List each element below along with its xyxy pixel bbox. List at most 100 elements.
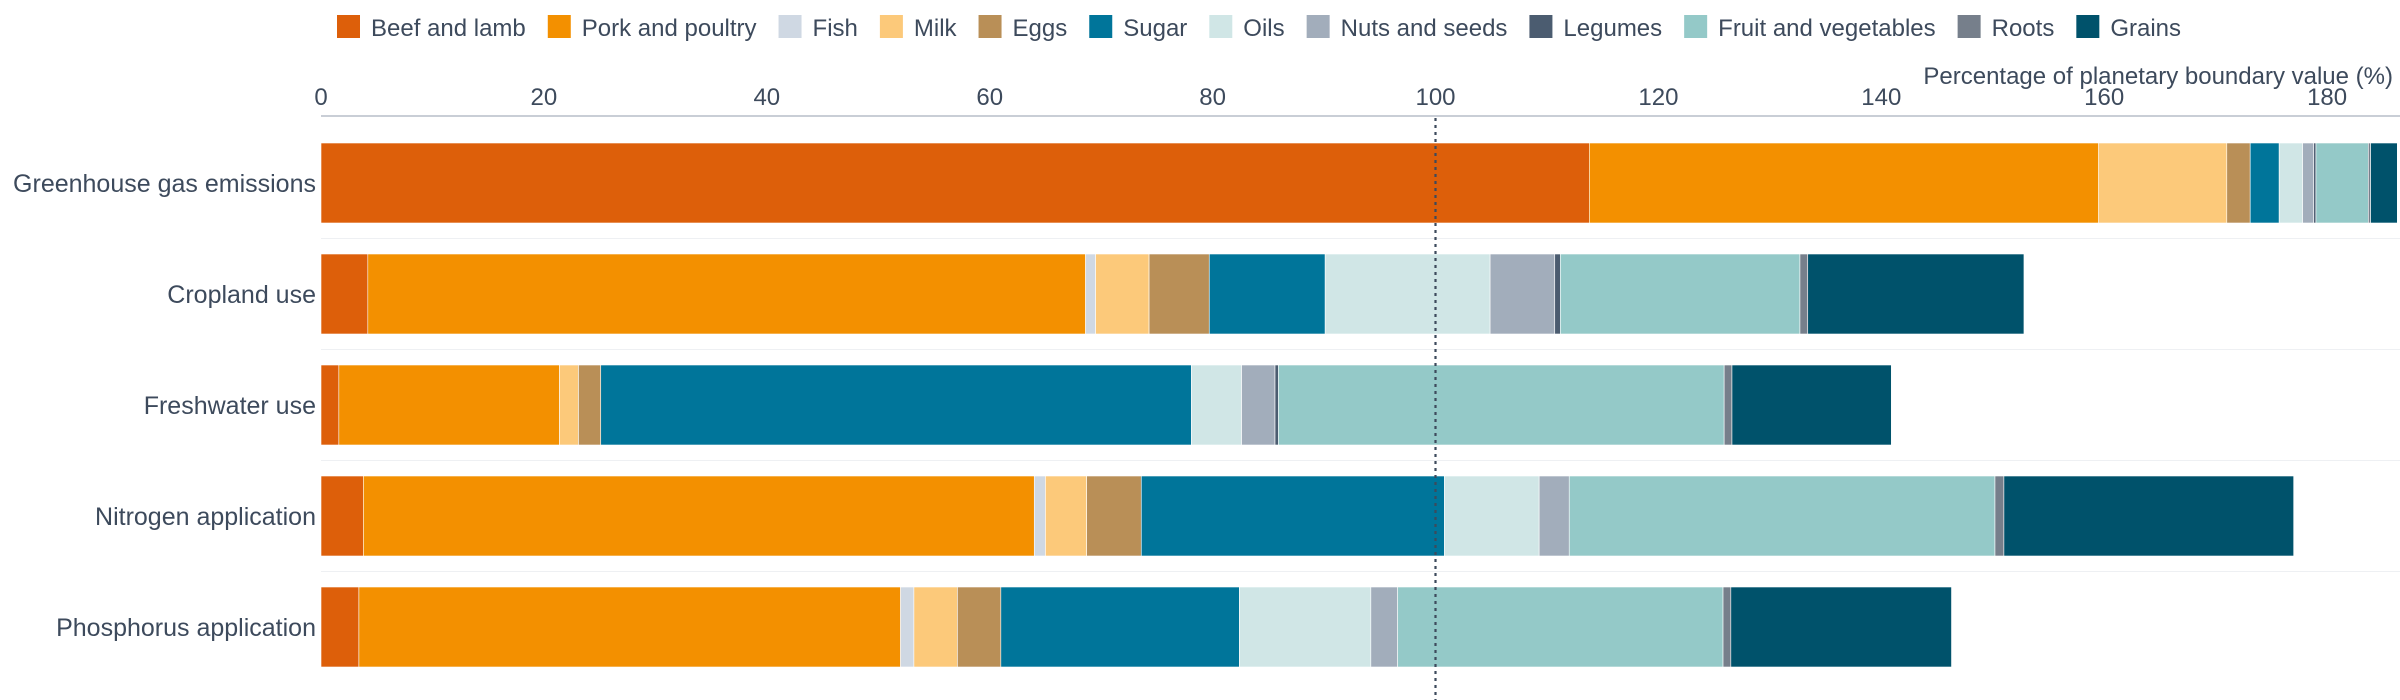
legend-swatch-milk <box>879 15 903 38</box>
bar-segment-greenhouse-gas-emissions-eggs <box>2226 142 2251 224</box>
bar-row-freshwater-use <box>320 364 1892 446</box>
bar-segment-greenhouse-gas-emissions-fruit-and-vegetables <box>2315 142 2369 224</box>
bar-segment-freshwater-use-grains <box>1731 364 1892 446</box>
x-tick-label-120: 120 <box>1638 84 1678 111</box>
bar-segment-nitrogen-application-fish <box>1033 475 1046 557</box>
bar-segment-phosphorus-application-fish <box>900 586 915 668</box>
bar-row-cropland-use <box>320 253 2025 335</box>
legend-label-nuts-and-seeds: Nuts and seeds <box>1341 15 1508 42</box>
legend-swatch-pork-and-poultry <box>547 15 571 38</box>
bar-segment-freshwater-use-beef-and-lamb <box>320 364 340 446</box>
bar-segment-cropland-use-grains <box>1807 253 2025 335</box>
bar-segment-nitrogen-application-nuts-and-seeds <box>1538 475 1570 557</box>
bar-segment-greenhouse-gas-emissions-pork-and-poultry <box>1589 142 2099 224</box>
bar-segment-phosphorus-application-fruit-and-vegetables <box>1397 586 1724 668</box>
bar-segment-greenhouse-gas-emissions-grains <box>2370 142 2398 224</box>
bar-segment-cropland-use-legumes <box>1554 253 1561 335</box>
bar-segment-nitrogen-application-pork-and-poultry <box>363 475 1035 557</box>
x-tick-label-80: 80 <box>1199 84 1226 111</box>
bar-segment-cropland-use-roots <box>1799 253 1809 335</box>
legend-item-legumes: Legumes <box>1529 15 1662 42</box>
bar-segment-nitrogen-application-eggs <box>1086 475 1142 557</box>
bar-segment-freshwater-use-oils <box>1191 364 1242 446</box>
category-labels: Greenhouse gas emissions Cropland use Fres… <box>13 170 316 642</box>
legend: Beef and lamb Pork and poultry Fish Milk Egg… <box>337 15 2181 42</box>
legend-item-eggs: Eggs <box>978 15 1067 42</box>
x-tick-label-40: 40 <box>753 84 780 111</box>
x-tick-label-20: 20 <box>531 84 558 111</box>
category-label-freshwater-use: Freshwater use <box>144 392 316 420</box>
bar-segment-phosphorus-application-beef-and-lamb <box>320 586 360 668</box>
legend-item-milk: Milk <box>879 15 958 42</box>
legend-label-grains: Grains <box>2110 15 2181 42</box>
legend-swatch-roots <box>1957 15 1981 38</box>
bar-segment-greenhouse-gas-emissions-sugar <box>2249 142 2280 224</box>
x-tick-label-60: 60 <box>976 84 1003 111</box>
legend-label-legumes: Legumes <box>1563 15 1662 42</box>
bar-segment-freshwater-use-fruit-and-vegetables <box>1278 364 1725 446</box>
bar-segment-phosphorus-application-nuts-and-seeds <box>1370 586 1398 668</box>
bar-segment-cropland-use-oils <box>1324 253 1491 335</box>
category-label-phosphorus-application: Phosphorus application <box>56 614 316 642</box>
bar-segment-greenhouse-gas-emissions-milk <box>2098 142 2228 224</box>
x-tick-label-140: 140 <box>1861 84 1901 111</box>
bar-segment-greenhouse-gas-emissions-legumes <box>2313 142 2317 224</box>
legend-label-milk: Milk <box>914 15 958 42</box>
bar-segment-greenhouse-gas-emissions-beef-and-lamb <box>320 142 1590 224</box>
bar-segment-nitrogen-application-fruit-and-vegetables <box>1568 475 1996 557</box>
category-label-cropland-use: Cropland use <box>167 281 316 309</box>
legend-label-sugar: Sugar <box>1123 15 1187 42</box>
legend-item-oils: Oils <box>1209 15 1285 42</box>
bar-segment-nitrogen-application-milk <box>1045 475 1087 557</box>
legend-label-oils: Oils <box>1243 15 1284 42</box>
category-label-nitrogen-application: Nitrogen application <box>95 503 316 531</box>
legend-swatch-sugar <box>1089 15 1113 38</box>
legend-item-nuts-and-seeds: Nuts and seeds <box>1306 15 1508 42</box>
bar-segment-cropland-use-eggs <box>1148 253 1210 335</box>
bar-segment-freshwater-use-eggs <box>578 364 602 446</box>
bar-segment-cropland-use-beef-and-lamb <box>320 253 369 335</box>
legend-label-fish: Fish <box>813 15 858 42</box>
x-tick-label-0: 0 <box>314 84 327 111</box>
bar-row-phosphorus-application <box>320 586 1952 668</box>
bar-segment-nitrogen-application-grains <box>2003 475 2294 557</box>
legend-swatch-eggs <box>978 15 1002 38</box>
legend-swatch-legumes <box>1529 15 1553 38</box>
bar-segment-greenhouse-gas-emissions-oils <box>2278 142 2303 224</box>
category-label-greenhouse-gas-emissions: Greenhouse gas emissions <box>13 170 316 198</box>
bar-segment-phosphorus-application-oils <box>1239 586 1372 668</box>
bar-segment-cropland-use-fruit-and-vegetables <box>1560 253 1801 335</box>
bar-segment-phosphorus-application-pork-and-poultry <box>358 586 901 668</box>
legend-swatch-grains <box>2076 15 2100 38</box>
bar-segment-cropland-use-fish <box>1085 253 1096 335</box>
legend-item-grains: Grains <box>2076 15 2181 42</box>
bar-segment-freshwater-use-pork-and-poultry <box>338 364 560 446</box>
legend-item-roots: Roots <box>1957 15 2055 42</box>
x-tick-label-180: 180 <box>2307 84 2347 111</box>
legend-label-beef-and-lamb: Beef and lamb <box>371 15 526 42</box>
legend-item-sugar: Sugar <box>1089 15 1187 42</box>
legend-label-roots: Roots <box>1992 15 2055 42</box>
legend-label-pork-and-poultry: Pork and poultry <box>582 15 757 42</box>
bar-segment-nitrogen-application-sugar <box>1140 475 1445 557</box>
bar-segment-nitrogen-application-roots <box>1994 475 2005 557</box>
bar-row-greenhouse-gas-emissions <box>320 142 2398 224</box>
bar-segment-cropland-use-nuts-and-seeds <box>1489 253 1556 335</box>
row-separators <box>321 238 2400 572</box>
bar-row-nitrogen-application <box>320 475 2294 557</box>
x-axis-title: Percentage of planetary boundary value (… <box>1923 63 2393 90</box>
bar-segment-nitrogen-application-oils <box>1444 475 1540 557</box>
bar-segment-cropland-use-sugar <box>1208 253 1326 335</box>
bar-segment-freshwater-use-sugar <box>600 364 1192 446</box>
legend-item-fruit-and-vegetables: Fruit and vegetables <box>1684 15 1936 42</box>
bar-segment-freshwater-use-legumes <box>1274 364 1279 446</box>
bar-segment-phosphorus-application-grains <box>1730 586 1952 668</box>
bar-segment-freshwater-use-roots <box>1723 364 1733 446</box>
bar-segment-phosphorus-application-sugar <box>1000 586 1240 668</box>
x-tick-label-100: 100 <box>1415 84 1455 111</box>
bar-segment-greenhouse-gas-emissions-nuts-and-seeds <box>2302 142 2315 224</box>
bar-segment-phosphorus-application-milk <box>913 586 958 668</box>
x-tick-label-160: 160 <box>2084 84 2124 111</box>
bar-segment-freshwater-use-milk <box>559 364 579 446</box>
